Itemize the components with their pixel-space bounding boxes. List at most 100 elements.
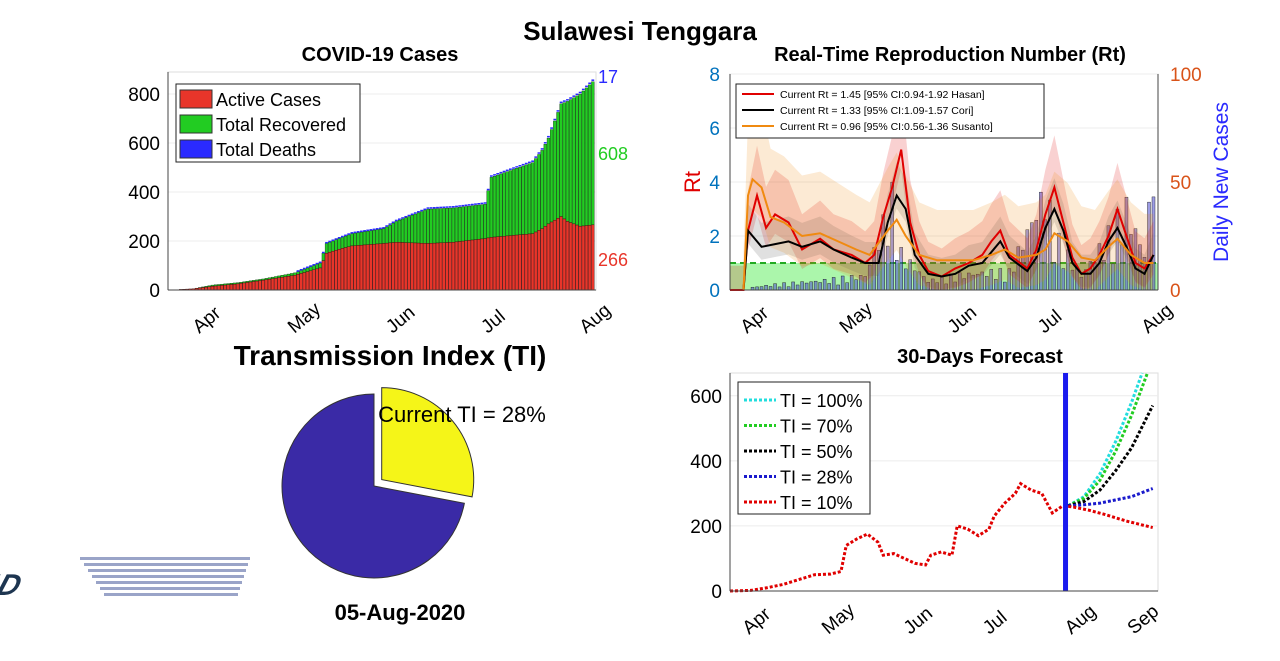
recovered-bar xyxy=(321,253,325,261)
daily-case-bar xyxy=(831,277,836,291)
deaths-bar xyxy=(429,207,433,209)
forecast-y-tick-label: 0 xyxy=(711,582,722,603)
rt-legend-box xyxy=(735,83,1045,139)
deaths-bar xyxy=(350,232,354,234)
recovered-bar xyxy=(394,221,398,243)
recovered-bar xyxy=(413,213,417,244)
active-bar xyxy=(540,228,544,291)
recovered-bar xyxy=(318,262,322,269)
recovered-bar xyxy=(343,235,348,248)
deaths-bar xyxy=(318,261,322,264)
deaths-bar xyxy=(480,202,484,205)
recovered-end-label: 608 xyxy=(598,144,628,164)
active-bar xyxy=(410,242,414,291)
active-bar xyxy=(229,284,234,291)
recovered-bar xyxy=(550,129,554,223)
forecast-y-tick-label: 600 xyxy=(690,387,722,408)
active-bar xyxy=(223,284,227,291)
deaths-bar xyxy=(325,241,328,244)
deaths-bar xyxy=(379,227,382,230)
recovered-bar xyxy=(410,215,414,244)
rt-ci-band xyxy=(743,162,1154,290)
deaths-bar xyxy=(524,162,528,165)
recovered-bar xyxy=(461,206,465,242)
recovered-bar xyxy=(562,102,566,220)
active-bar xyxy=(454,241,459,291)
daily-case-bar xyxy=(818,282,822,291)
daily-case-bar xyxy=(791,281,795,291)
recovered-bar xyxy=(331,240,335,252)
forecast-y-tick-label: 200 xyxy=(690,517,722,538)
forecast-x-tick-label: Jul xyxy=(979,607,1011,639)
rt-x-tick-label: Jun xyxy=(944,302,981,338)
recovered-bar xyxy=(280,275,284,278)
daily-case-bar xyxy=(845,282,849,291)
recovered-bar xyxy=(435,208,440,244)
recovered-bar xyxy=(420,211,424,244)
recovered-bar xyxy=(458,207,462,242)
active-bar xyxy=(451,242,455,291)
active-bar xyxy=(277,277,281,291)
deaths-bar xyxy=(423,208,427,211)
daily-case-bar xyxy=(854,279,858,291)
deaths-bar xyxy=(553,118,557,121)
deaths-bar xyxy=(486,188,490,191)
active-bar xyxy=(565,221,570,291)
active-bar xyxy=(274,278,278,291)
logo-stripe xyxy=(96,581,242,584)
daily-case-bar xyxy=(768,286,773,291)
forecast-legend-label: TI = 50% xyxy=(780,442,853,462)
recovered-bar xyxy=(328,242,332,253)
active-bar xyxy=(369,244,373,291)
recovered-bar xyxy=(429,208,433,244)
active-bar xyxy=(366,244,370,291)
deaths-bar xyxy=(455,205,458,208)
deaths-bar xyxy=(401,217,405,219)
rt-chart: 0 2 4 6 8 0 50 100 Apr May Jun Jul Aug Rt Daily New Ca… xyxy=(680,65,1233,338)
active-bar xyxy=(553,219,557,291)
recovered-bar xyxy=(569,99,573,223)
daily-case-bar xyxy=(800,281,804,291)
active-bar xyxy=(245,282,249,291)
active-bar xyxy=(213,285,218,291)
active-bar xyxy=(499,236,503,291)
active-bar xyxy=(445,242,449,291)
recovered-bar xyxy=(473,205,478,240)
logo-stripe xyxy=(92,575,244,578)
deaths-bar xyxy=(547,135,550,138)
active-bar xyxy=(435,242,440,291)
rt-y-tick-label: 8 xyxy=(709,65,720,86)
forecast-chart-title: 30-Days Forecast xyxy=(897,346,1063,368)
active-bar xyxy=(518,234,522,291)
deaths-bar xyxy=(515,166,519,168)
deaths-bar xyxy=(420,209,424,212)
active-bar xyxy=(315,268,319,291)
recovered-bar xyxy=(511,169,516,236)
active-bar xyxy=(286,276,291,291)
recovered-bar xyxy=(467,205,471,241)
cases-legend-swatch xyxy=(179,114,213,134)
logo-stripe xyxy=(104,593,238,596)
cases-legend-label: Total Deaths xyxy=(216,140,316,160)
active-bar xyxy=(299,273,303,291)
deaths-bar xyxy=(559,101,563,104)
recovered-bar xyxy=(350,233,354,247)
active-bar xyxy=(328,252,332,291)
deaths-bar xyxy=(372,228,376,231)
active-bar xyxy=(556,218,560,291)
deaths-bar xyxy=(436,206,439,209)
forecast-x-tick-label: Aug xyxy=(1061,601,1100,639)
deaths-bar xyxy=(502,170,506,173)
deaths-bar xyxy=(556,110,560,112)
deaths-bar xyxy=(578,91,582,94)
active-bar xyxy=(448,242,452,291)
deaths-bar xyxy=(509,168,512,170)
recovered-bar xyxy=(581,90,585,227)
recovered-bar xyxy=(454,207,459,243)
recovered-bar xyxy=(556,112,560,219)
cases-y-tick-label: 200 xyxy=(128,232,160,253)
active-bar xyxy=(258,280,262,291)
forecast-line xyxy=(1067,372,1149,508)
active-bar xyxy=(321,260,325,291)
